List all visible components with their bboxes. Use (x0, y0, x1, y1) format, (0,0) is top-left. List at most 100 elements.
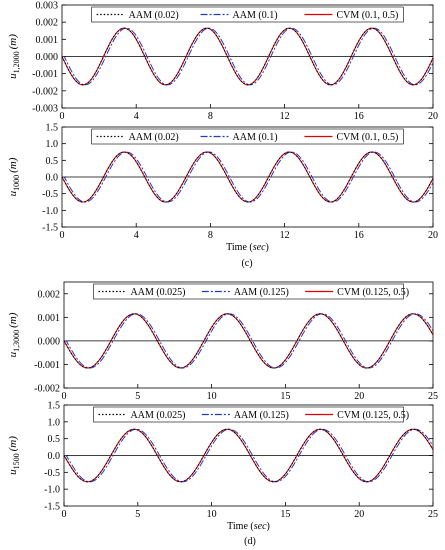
x-tick-label: 4 (134, 230, 139, 241)
y-tick-label: 0.0 (48, 451, 61, 462)
y-tick-label: 0.001 (38, 313, 61, 324)
x-tick-label: 5 (135, 391, 140, 402)
x-tick-label: 0 (60, 230, 65, 241)
legend-label-0: AAM (0.02) (129, 132, 179, 143)
x-tick-label: 10 (207, 509, 217, 520)
series-line-0 (63, 428, 434, 483)
x-tick-label: 0 (62, 391, 67, 402)
x-axis-label-unit: sec (253, 242, 266, 253)
series-line-2 (63, 313, 434, 369)
y-tick-label: 1.5 (48, 401, 61, 412)
y-tick-label: 0.000 (36, 52, 59, 63)
x-axis-label: Time (sec) (227, 521, 270, 532)
x-tick-label: 8 (208, 111, 213, 122)
x-tick-label: 25 (428, 391, 438, 402)
y-tick-label: -0.001 (32, 69, 58, 80)
x-tick-label: 20 (354, 391, 364, 402)
y-tick-label: 0.000 (38, 336, 61, 347)
x-tick-label: 0 (62, 509, 67, 520)
legend-label-1: AAM (0.1) (233, 10, 278, 21)
legend-label-2: CVM (0.1, 0.5) (336, 10, 398, 21)
legend-box (91, 6, 404, 23)
y-tick-label: -0.002 (32, 86, 58, 97)
legend-box (93, 283, 404, 300)
legend-label-1: AAM (0.125) (234, 410, 289, 421)
x-tick-label: 8 (208, 230, 213, 241)
chart-c-top: -0.003 -0.002 -0.001 0.000 0.001 0.002 0.003 0 4… (7, 1, 438, 123)
y-axis-label-unit: (m) (7, 157, 19, 173)
chart-c-bottom: -1.5 -1.0 -0.5 0.0 0.5 1.0 1.5 0 4 8 12 16 20 Time (s… (7, 123, 438, 254)
plot-frame (63, 281, 434, 389)
y-tick-label: 0.003 (36, 1, 59, 12)
y-axis-label: u1500(m) (7, 436, 21, 475)
x-tick-label: 20 (428, 230, 438, 241)
y-tick-label: -0.5 (42, 189, 58, 200)
y-axis-label-unit: (m) (7, 34, 19, 50)
x-axis-label: Time (sec) (226, 242, 269, 253)
x-tick-label: 15 (280, 509, 290, 520)
x-tick-label: 20 (354, 509, 364, 520)
series-line-1 (64, 428, 434, 483)
x-tick-label: 12 (280, 230, 290, 241)
series-line-1 (62, 27, 434, 86)
y-axis-label-var: u (7, 190, 19, 196)
y-axis-label-unit: (m) (7, 436, 19, 452)
y-axis-label-unit: (m) (7, 312, 19, 328)
legend-box (91, 128, 404, 145)
y-tick-label: -1.5 (44, 502, 60, 513)
x-tick-label: 10 (207, 391, 217, 402)
y-axis-label-sub: 1,3000 (12, 330, 21, 352)
x-tick-label: 4 (134, 111, 139, 122)
y-tick-label: -0.001 (34, 360, 60, 371)
series-line-0 (61, 27, 434, 86)
x-tick-label: 25 (428, 509, 438, 520)
y-axis-label-var: u (7, 469, 19, 475)
y-tick-label: 0.002 (36, 18, 59, 29)
x-tick-label: 12 (280, 111, 290, 122)
y-axis-label: u1000 (m) (7, 157, 21, 196)
x-tick-label: 5 (135, 509, 140, 520)
y-axis-label: u1,3000 (m) (7, 312, 21, 357)
y-axis-label: u1,2000(m) (7, 34, 21, 79)
x-tick-label: 20 (428, 111, 438, 122)
legend-label-1: AAM (0.1) (233, 132, 278, 143)
chart-d-top: -0.002 -0.001 0.000 0.001 0.002 0 5 10 15 20 25 u1,… (7, 281, 438, 402)
chart-d-bottom: -1.5 -1.0 -0.5 0.0 0.5 1.0 1.5 0 5 10 15 20 25 Time (… (7, 401, 438, 533)
x-tick-label: 16 (354, 230, 364, 241)
y-tick-label: -1.0 (42, 206, 58, 217)
y-tick-label: 0.001 (36, 35, 59, 46)
y-tick-label: -1.0 (44, 485, 60, 496)
x-axis-label-close: ) (266, 242, 269, 253)
x-axis-label-text: Time ( (227, 521, 254, 532)
y-tick-label: 1.0 (48, 417, 61, 428)
y-tick-label: 0.002 (38, 289, 61, 300)
y-tick-label: 0.5 (48, 434, 61, 445)
x-axis-label-close: ) (267, 521, 270, 532)
legend-label-2: CVM (0.125, 0.5) (337, 410, 409, 421)
legend-box (93, 406, 404, 423)
y-tick-label: -0.5 (44, 468, 60, 479)
x-tick-label: 0 (60, 111, 65, 122)
y-tick-label: -1.5 (42, 223, 58, 234)
x-tick-label: 16 (354, 111, 364, 122)
y-tick-label: -0.002 (34, 384, 60, 395)
y-axis-label-var: u (7, 351, 19, 357)
y-axis-label-var: u (7, 73, 19, 79)
panel-c-caption: (c) (241, 258, 252, 269)
x-axis-label-text: Time ( (226, 242, 253, 253)
legend-label-0: AAM (0.025) (131, 410, 186, 421)
legend-label-2: CVM (0.1, 0.5) (336, 132, 398, 143)
x-axis-label-unit: sec (254, 521, 267, 532)
y-axis-label-sub: 1000 (12, 175, 21, 191)
legend-label-1: AAM (0.125) (234, 287, 289, 298)
y-tick-label: -0.003 (32, 104, 58, 115)
y-tick-label: 1.5 (46, 123, 59, 134)
y-axis-label-sub: 1500 (12, 453, 21, 469)
legend-label-0: AAM (0.02) (129, 10, 179, 21)
series-line-0 (61, 151, 434, 203)
y-tick-label: 0.5 (46, 156, 59, 167)
y-tick-label: 1.0 (46, 139, 59, 150)
legend-label-0: AAM (0.025) (131, 287, 186, 298)
y-tick-label: 0.0 (46, 173, 59, 184)
